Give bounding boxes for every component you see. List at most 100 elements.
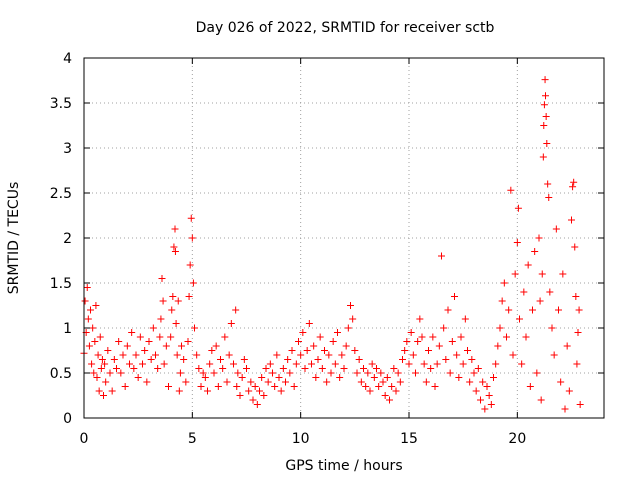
data-point bbox=[318, 365, 326, 372]
data-point bbox=[568, 216, 575, 224]
data-point bbox=[422, 378, 430, 386]
data-point bbox=[498, 297, 506, 305]
data-point bbox=[206, 360, 214, 368]
data-point bbox=[247, 378, 255, 386]
y-tick-label: 2.5 bbox=[50, 186, 72, 202]
data-point bbox=[474, 365, 482, 372]
data-point bbox=[572, 293, 580, 300]
data-point bbox=[85, 342, 93, 350]
data-point bbox=[563, 342, 571, 350]
data-point bbox=[347, 302, 354, 309]
data-point bbox=[210, 369, 218, 377]
data-point bbox=[576, 401, 584, 408]
data-point bbox=[94, 351, 102, 359]
data-point bbox=[188, 234, 196, 242]
data-point bbox=[466, 378, 474, 386]
data-point bbox=[331, 360, 339, 368]
data-point bbox=[98, 356, 106, 363]
data-point bbox=[321, 347, 328, 354]
data-point bbox=[171, 225, 179, 233]
data-point bbox=[574, 329, 582, 336]
data-point bbox=[383, 374, 391, 381]
data-point bbox=[438, 252, 445, 260]
data-point bbox=[139, 360, 146, 368]
data-point bbox=[327, 369, 335, 377]
data-point bbox=[169, 293, 177, 300]
data-point bbox=[271, 383, 279, 390]
data-point bbox=[529, 306, 536, 314]
data-point bbox=[173, 351, 181, 359]
data-point bbox=[134, 374, 142, 381]
data-point bbox=[548, 324, 556, 332]
data-point bbox=[201, 374, 209, 381]
data-point bbox=[353, 369, 361, 377]
data-point bbox=[221, 333, 229, 341]
data-point bbox=[483, 383, 491, 390]
data-point bbox=[160, 360, 168, 368]
data-point bbox=[314, 356, 322, 363]
data-point bbox=[505, 306, 513, 314]
x-tick-label: 5 bbox=[188, 431, 197, 447]
data-point bbox=[290, 383, 298, 390]
data-point bbox=[575, 306, 583, 314]
data-point bbox=[390, 365, 398, 372]
data-point bbox=[126, 360, 133, 368]
data-point bbox=[178, 342, 185, 350]
data-point bbox=[175, 387, 183, 395]
chart-title: Day 026 of 2022, SRMTID for receiver sct… bbox=[196, 20, 495, 36]
data-point bbox=[522, 333, 530, 341]
data-point bbox=[373, 365, 380, 372]
data-point bbox=[340, 365, 348, 372]
data-point bbox=[152, 351, 159, 359]
data-point bbox=[282, 378, 289, 386]
data-point bbox=[288, 347, 296, 354]
data-point bbox=[258, 374, 266, 381]
data-point bbox=[95, 387, 103, 395]
data-point bbox=[292, 360, 300, 368]
data-point bbox=[262, 365, 270, 372]
data-point bbox=[189, 279, 197, 287]
data-point bbox=[403, 338, 411, 345]
data-point bbox=[143, 378, 151, 386]
y-tick-label: 2 bbox=[63, 231, 72, 247]
data-point bbox=[539, 153, 547, 161]
data-point bbox=[141, 347, 149, 354]
y-tick-label: 3 bbox=[63, 141, 72, 157]
data-point bbox=[379, 378, 387, 386]
x-tick-label: 0 bbox=[80, 431, 89, 447]
data-point bbox=[176, 369, 184, 377]
data-point bbox=[542, 113, 550, 120]
data-point bbox=[464, 347, 471, 354]
data-point bbox=[531, 248, 539, 255]
data-point bbox=[571, 243, 579, 251]
data-point bbox=[264, 378, 272, 386]
data-point bbox=[232, 306, 240, 314]
data-point bbox=[251, 383, 259, 390]
data-point bbox=[479, 378, 487, 386]
data-point bbox=[545, 194, 553, 201]
data-point bbox=[455, 374, 463, 381]
y-tick-label: 1 bbox=[63, 321, 72, 337]
data-point bbox=[219, 365, 227, 372]
data-point bbox=[191, 324, 198, 332]
plot-area-frame bbox=[83, 57, 605, 419]
data-point bbox=[88, 360, 96, 368]
y-tick-label: 1.5 bbox=[50, 276, 72, 292]
data-point bbox=[541, 76, 549, 84]
data-point bbox=[355, 356, 363, 363]
data-point bbox=[396, 378, 404, 386]
data-point bbox=[442, 356, 450, 363]
data-point bbox=[342, 342, 350, 350]
x-tick-label: 15 bbox=[400, 431, 418, 447]
data-point bbox=[295, 338, 302, 345]
data-point bbox=[269, 369, 276, 377]
data-point bbox=[170, 243, 178, 251]
data-point bbox=[284, 356, 292, 363]
data-point bbox=[370, 374, 378, 381]
data-point bbox=[121, 383, 129, 390]
data-point bbox=[223, 378, 231, 386]
data-point bbox=[511, 270, 519, 278]
data-point bbox=[485, 392, 493, 399]
y-tick-label: 0 bbox=[63, 411, 72, 427]
data-point bbox=[119, 351, 127, 359]
